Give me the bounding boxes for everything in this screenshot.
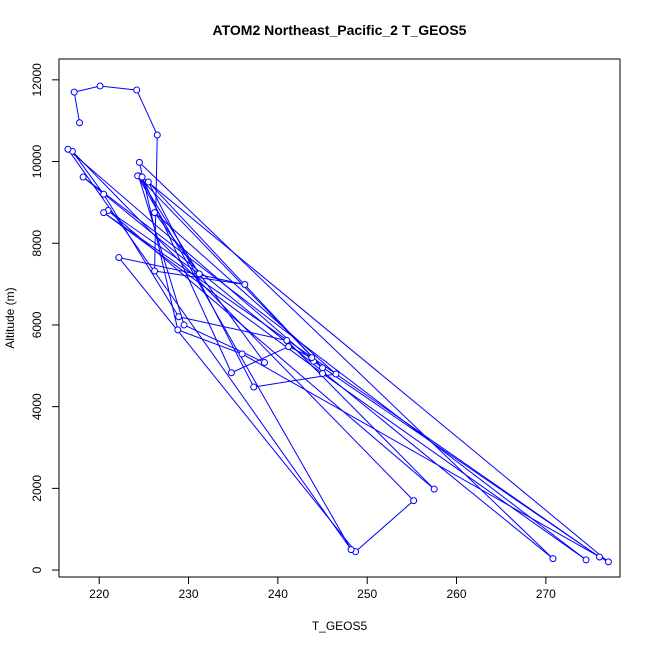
series-segment xyxy=(67,148,352,550)
series-segment xyxy=(82,176,554,560)
data-point xyxy=(285,343,293,351)
x-axis: 220 230 240 250 260 270 xyxy=(89,577,556,601)
data-point xyxy=(319,370,327,378)
data-point xyxy=(175,313,183,321)
data-point xyxy=(227,369,235,377)
series-segment xyxy=(141,176,609,563)
data-point xyxy=(70,88,78,96)
data-point xyxy=(595,553,603,561)
data-point xyxy=(582,556,590,564)
data-point xyxy=(260,359,268,367)
x-tick-label: 220 xyxy=(89,587,109,601)
series-segment xyxy=(100,85,137,91)
data-point xyxy=(430,485,438,493)
data-point xyxy=(151,209,159,217)
x-tick-label: 240 xyxy=(268,587,288,601)
y-tick-label: 6000 xyxy=(30,311,44,338)
data-point xyxy=(250,383,258,391)
series-segment xyxy=(139,161,554,559)
data-point xyxy=(241,281,249,289)
series-segment xyxy=(178,316,287,341)
series-segment xyxy=(183,324,265,363)
series-segment xyxy=(137,175,352,550)
series-segment xyxy=(141,176,232,373)
data-point xyxy=(347,546,355,554)
plot-frame xyxy=(58,58,621,578)
data-point xyxy=(283,336,291,344)
y-tick-label: 4000 xyxy=(30,393,44,420)
y-axis-label: Altitude (m) xyxy=(3,287,17,348)
series-segment xyxy=(136,89,158,136)
y-tick-label: 12000 xyxy=(30,63,44,97)
data-point xyxy=(308,354,316,362)
series-segment xyxy=(71,151,105,195)
series-segment xyxy=(355,500,414,553)
data-point xyxy=(100,209,108,217)
series-segment xyxy=(73,92,81,123)
x-tick-label: 250 xyxy=(357,587,377,601)
data-point xyxy=(64,145,72,153)
data-point xyxy=(79,173,87,181)
x-tick-label: 230 xyxy=(179,587,199,601)
data-point xyxy=(238,350,246,358)
data-point xyxy=(144,178,152,186)
data-point xyxy=(96,82,104,90)
data-point xyxy=(151,267,159,275)
series-1 xyxy=(64,82,612,566)
chart-title: ATOM2 Northeast_Pacific_2 T_GEOS5 xyxy=(213,22,467,38)
x-tick-label: 260 xyxy=(447,587,467,601)
y-tick-label: 8000 xyxy=(30,230,44,257)
series-segment xyxy=(286,340,435,490)
data-point xyxy=(549,555,557,563)
series-segment xyxy=(103,212,600,558)
data-point xyxy=(174,326,182,334)
data-point xyxy=(180,321,188,329)
series-segment xyxy=(154,270,245,285)
series-segment xyxy=(322,373,587,561)
data-point xyxy=(100,190,108,198)
y-tick-label: 2000 xyxy=(30,475,44,502)
series-segment xyxy=(138,162,179,330)
x-axis-label: T_GEOS5 xyxy=(312,619,368,633)
data-point xyxy=(410,497,418,505)
data-point xyxy=(76,119,84,127)
data-point xyxy=(332,370,340,378)
y-axis: 0 2000 4000 6000 8000 10000 12000 xyxy=(30,63,59,573)
data-point xyxy=(138,173,146,181)
series-segment xyxy=(107,210,200,275)
data-point xyxy=(135,158,143,166)
series-segment xyxy=(82,176,587,561)
y-tick-label: 0 xyxy=(30,566,44,573)
y-tick-label: 10000 xyxy=(30,145,44,179)
series-segment xyxy=(103,193,180,318)
series-segment xyxy=(118,257,356,552)
series-segment xyxy=(288,346,313,359)
series-segment xyxy=(241,353,609,563)
series-segment xyxy=(74,85,101,93)
series-segment xyxy=(137,175,323,369)
x-tick-label: 270 xyxy=(536,587,556,601)
series-segment xyxy=(231,346,289,374)
data-point xyxy=(319,364,327,372)
series-segment xyxy=(138,175,185,326)
series-segment xyxy=(177,329,243,355)
series-segment xyxy=(154,212,337,375)
data-point xyxy=(153,131,161,139)
series-segment xyxy=(118,257,245,285)
data-point xyxy=(133,86,141,94)
series-segment xyxy=(107,210,435,490)
data-point xyxy=(115,254,123,262)
data-point xyxy=(604,558,612,566)
series-segment xyxy=(67,148,314,362)
data-point xyxy=(195,270,203,278)
